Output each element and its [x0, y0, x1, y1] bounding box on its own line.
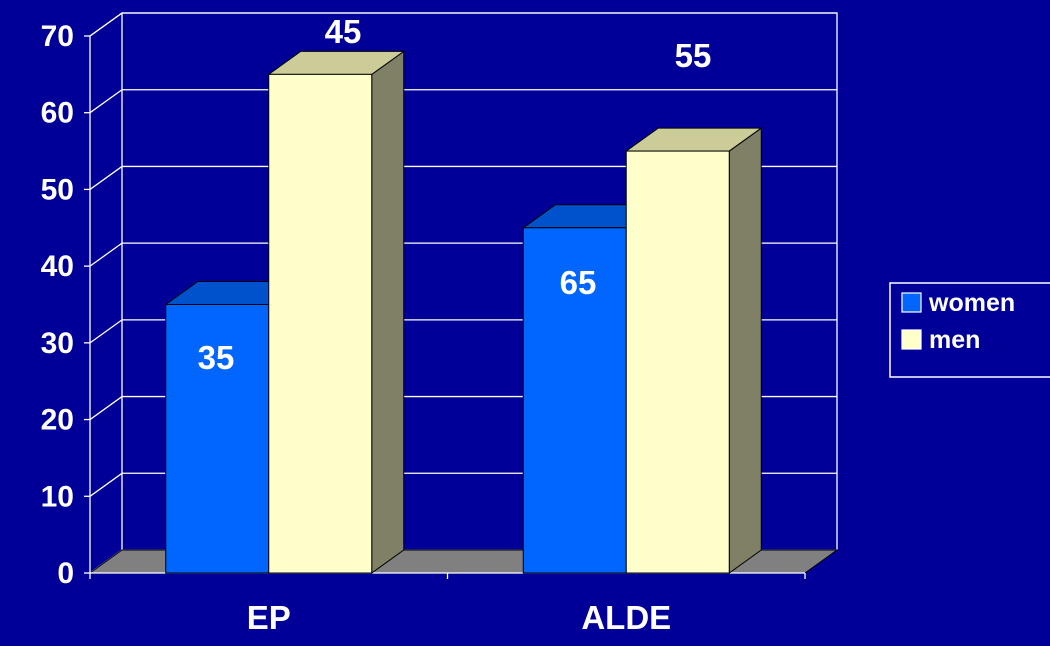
bar-men-alde-side: [728, 127, 762, 574]
x-tick-label: ALDE: [581, 599, 671, 636]
bar-men-ep-side: [371, 50, 405, 574]
gridline: [89, 89, 837, 114]
legend-label-women: women: [928, 289, 1015, 317]
y-tick-labels: 0 10 20 30 40 50 60 70: [41, 20, 74, 590]
x-tick-labels: EP ALDE: [247, 599, 671, 636]
legend-swatch-women: [901, 292, 922, 313]
y-tick-label: 40: [41, 250, 74, 283]
y-tick-label: 20: [41, 404, 74, 437]
bar-men-alde: [625, 150, 730, 574]
data-label: 55: [675, 37, 712, 74]
data-label: 35: [198, 339, 235, 376]
y-tick-label: 50: [41, 173, 74, 206]
y-tick-label: 30: [41, 327, 74, 360]
y-tick-label: 70: [41, 20, 74, 53]
data-label: 45: [325, 13, 362, 50]
gridline: [89, 165, 837, 190]
x-tick-label: EP: [247, 599, 291, 636]
y-tick-label: 10: [41, 480, 74, 513]
bar-women-ep: [165, 304, 270, 574]
data-labels: 35 45 65 55: [198, 13, 712, 376]
data-label: 65: [560, 264, 597, 301]
bars: [164, 50, 763, 574]
legend-label-men: men: [929, 326, 980, 354]
bar-men-ep: [268, 73, 373, 574]
legend-swatch-men: [901, 329, 922, 350]
gridline: [89, 12, 837, 37]
y-tick-label: 60: [41, 97, 74, 130]
y-tick-label: 0: [57, 557, 74, 590]
legend: women men: [889, 282, 1050, 378]
